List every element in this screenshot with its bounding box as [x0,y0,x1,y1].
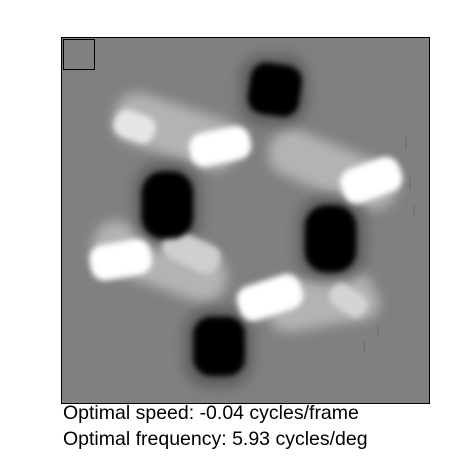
excitatory-blob-right [340,156,403,204]
excitatory-blob-upper-center [189,126,252,167]
inhibitory-blob-bottom [193,316,246,377]
excitatory-blob-lower-right [329,283,368,318]
optimal-frequency-caption: Optimal frequency: 5.93 cycles/deg [63,428,368,450]
filter-pattern [62,38,429,403]
excitatory-blob-left [89,239,152,281]
scale-box [63,39,95,70]
inhibitory-blob-right [304,205,357,273]
optimal-speed-caption: Optimal speed: -0.04 cycles/frame [63,402,359,424]
receptive-field-image [61,37,430,404]
inhibitory-blob-top [247,62,302,117]
excitatory-blob-mid-connector [161,229,221,275]
noise-marks [363,135,415,353]
excitatory-blob-top-left [113,109,156,144]
inhibitory-blob-left [141,171,194,239]
excitatory-blob-lower-center [236,274,303,322]
